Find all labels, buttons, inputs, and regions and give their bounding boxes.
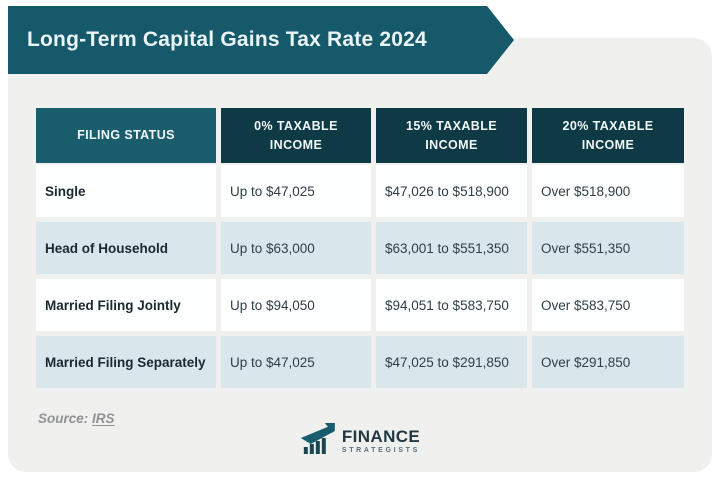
table-cell-filing-status: Married Filing Jointly [36,279,216,331]
table-cell-20-percent: Over $291,850 [532,336,684,388]
page-title: Long-Term Capital Gains Tax Rate 2024 [27,28,427,51]
table-cell-15-percent: $47,026 to $518,900 [376,165,527,217]
column-header-20-percent: 20% TAXABLE INCOME [532,108,684,163]
bar-chart-arrow-icon [300,422,337,460]
table-cell-0-percent: Up to $47,025 [221,336,371,388]
table-cell-0-percent: Up to $94,050 [221,279,371,331]
table-cell-filing-status: Head of Household [36,222,216,274]
table-cell-filing-status: Single [36,165,216,217]
source-attribution: Source: IRS [38,411,115,426]
table-cell-0-percent: Up to $47,025 [221,165,371,217]
table-cell-20-percent: Over $583,750 [532,279,684,331]
column-header-filing-status: FILING STATUS [36,108,216,163]
column-header-0-percent: 0% TAXABLE INCOME [221,108,371,163]
source-link[interactable]: IRS [92,411,115,426]
logo-wordmark: FINANCE STRATEGISTS [342,428,420,454]
table-cell-15-percent: $47,025 to $291,850 [376,336,527,388]
finance-strategists-logo: FINANCE STRATEGISTS [300,422,420,460]
column-header-15-percent: 15% TAXABLE INCOME [376,108,527,163]
table-cell-20-percent: Over $518,900 [532,165,684,217]
logo-subname: STRATEGISTS [341,447,421,454]
table-cell-0-percent: Up to $63,000 [221,222,371,274]
logo-name: FINANCE [341,427,421,446]
table-cell-filing-status: Married Filing Separately [36,336,216,388]
tax-rate-table: FILING STATUS 0% TAXABLE INCOME 15% TAXA… [36,108,684,388]
table-cell-15-percent: $94,051 to $583,750 [376,279,527,331]
table-cell-15-percent: $63,001 to $551,350 [376,222,527,274]
source-label: Source: [38,411,89,426]
table-cell-20-percent: Over $551,350 [532,222,684,274]
title-banner: Long-Term Capital Gains Tax Rate 2024 [8,6,514,74]
